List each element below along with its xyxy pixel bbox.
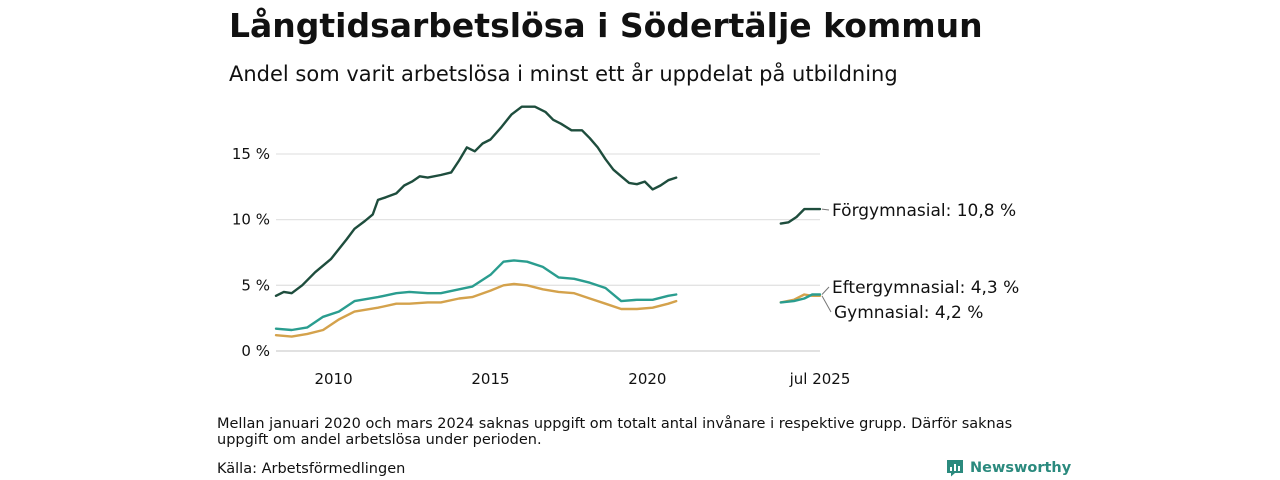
x-tick-label: 2020 bbox=[628, 370, 666, 388]
footnote: Mellan januari 2020 och mars 2024 saknas… bbox=[217, 416, 1013, 448]
y-tick-label: 10 % bbox=[232, 211, 270, 229]
series-line-eftergymnasial bbox=[779, 293, 822, 304]
series-lines bbox=[274, 105, 822, 338]
y-axis-ticks: 0 % 5 % 10 % 15 % bbox=[232, 145, 270, 360]
series-line-gymnasial bbox=[274, 282, 678, 338]
grid bbox=[276, 153, 820, 352]
label-leader bbox=[821, 295, 832, 313]
y-tick-label: 0 % bbox=[241, 342, 270, 360]
end-label-gymnasial: Gymnasial: 4,2 % bbox=[834, 303, 983, 323]
x-tick-label: 2010 bbox=[314, 370, 352, 388]
x-tick-label: jul 2025 bbox=[789, 370, 851, 388]
end-label-förgymnasial: Förgymnasial: 10,8 % bbox=[832, 201, 1016, 221]
brand-logo: Newsworthy bbox=[946, 459, 1071, 477]
line-chart: 0 % 5 % 10 % 15 % 2010 2015 2020 jul 2025 Förg… bbox=[232, 105, 1019, 388]
series-end-labels: Förgymnasial: 10,8 % Eftergymnasial: 4,3 … bbox=[821, 201, 1019, 323]
series-line-förgymnasial bbox=[779, 207, 822, 225]
y-tick-label: 5 % bbox=[241, 276, 270, 294]
end-label-eftergymnasial: Eftergymnasial: 4,3 % bbox=[832, 278, 1019, 298]
y-tick-label: 15 % bbox=[232, 145, 270, 163]
series-line-förgymnasial bbox=[274, 105, 678, 297]
series-line-eftergymnasial bbox=[274, 259, 678, 332]
label-leader bbox=[821, 208, 830, 211]
x-axis-ticks: 2010 2015 2020 jul 2025 bbox=[314, 370, 850, 388]
x-tick-label: 2015 bbox=[471, 370, 509, 388]
chart-subtitle: Andel som varit arbetslösa i minst ett å… bbox=[229, 62, 898, 86]
source-text: Källa: Arbetsförmedlingen bbox=[217, 461, 406, 477]
chart-title: Långtidsarbetslösa i Södertälje kommun bbox=[229, 6, 983, 45]
label-leader bbox=[821, 286, 830, 295]
brand-name: Newsworthy bbox=[970, 460, 1072, 476]
bar-chart-icon bbox=[947, 460, 963, 477]
